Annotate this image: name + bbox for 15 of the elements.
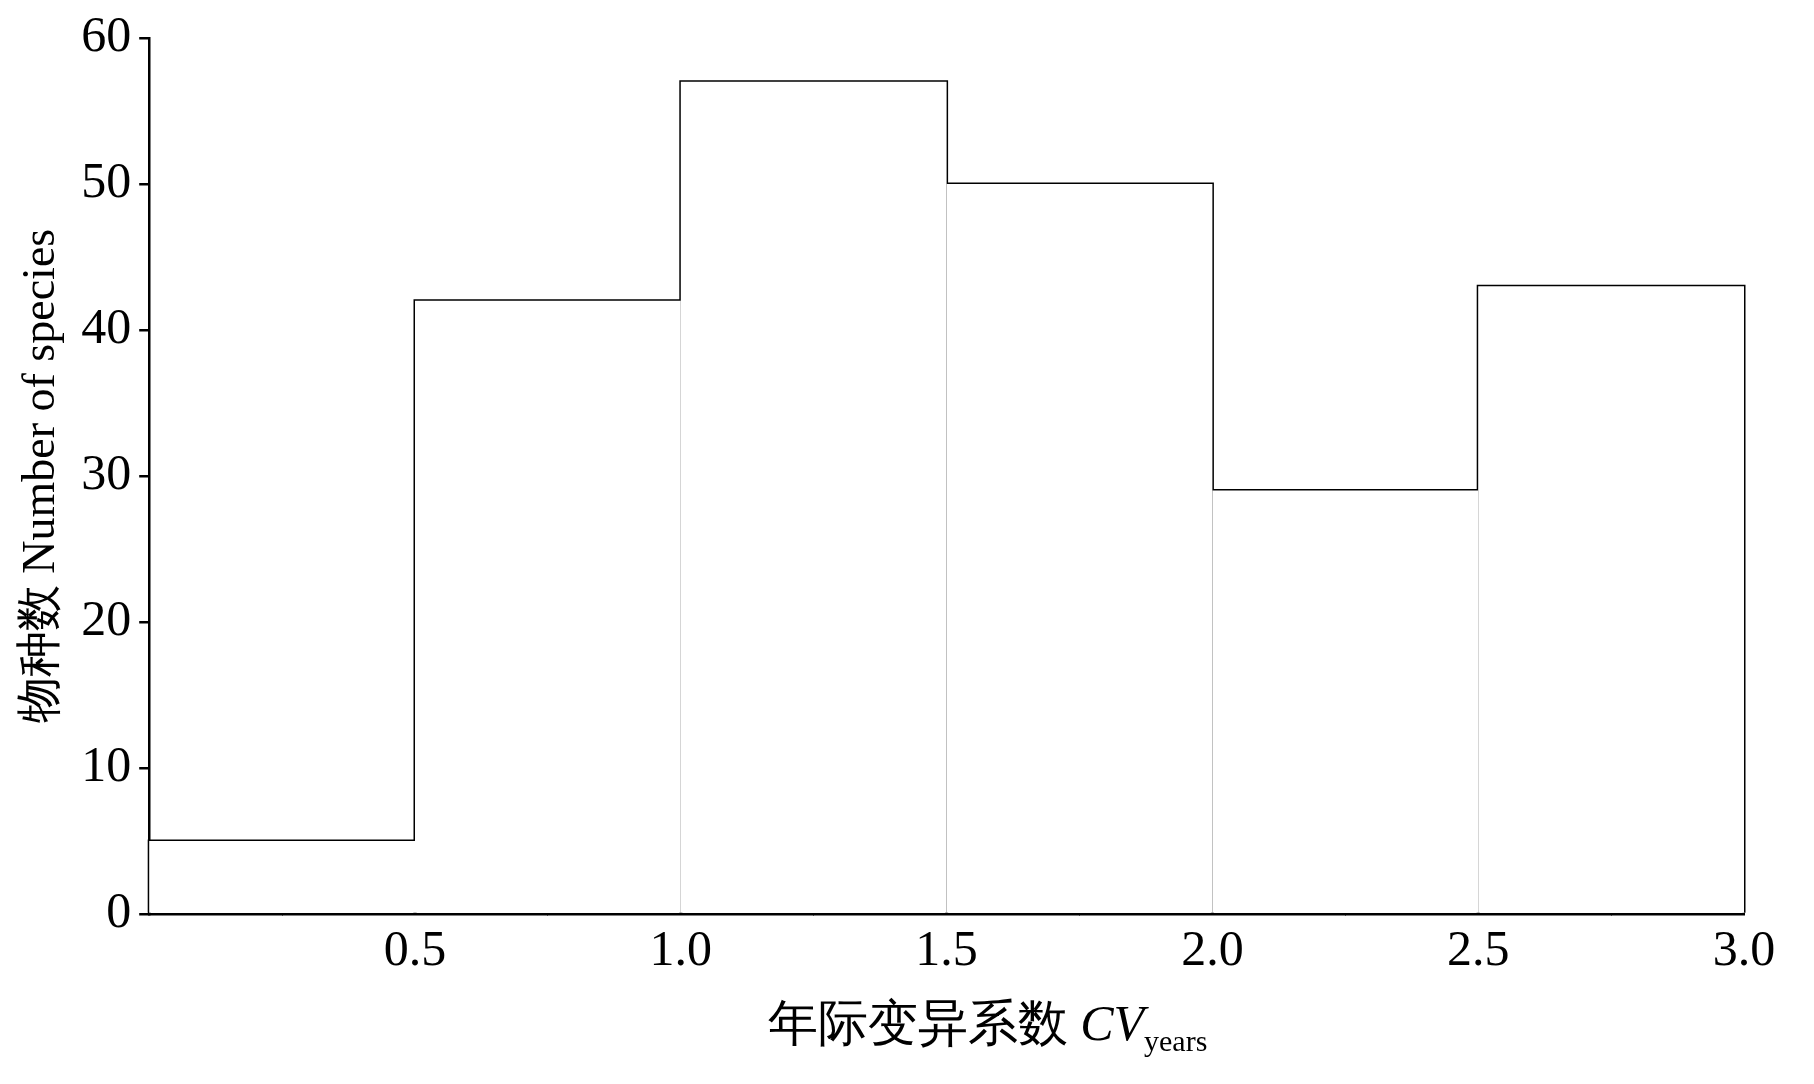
y-tick-label: 0 <box>106 882 132 939</box>
x-tick-label: 2.5 <box>1446 920 1510 977</box>
x-tick-label: 1.0 <box>649 920 713 977</box>
x-tick-label: 2.0 <box>1181 920 1244 977</box>
x-tick-label: 3.0 <box>1712 920 1776 977</box>
y-tick-label: 50 <box>81 152 132 209</box>
y-tick-label: 10 <box>81 736 132 793</box>
y-tick-label: 40 <box>81 298 132 355</box>
y-tick-label: 60 <box>81 6 132 63</box>
y-tick-label: 30 <box>81 444 132 501</box>
x-tick-label: 1.5 <box>915 920 978 977</box>
x-tick-label: 0.5 <box>383 920 447 977</box>
y-tick-label: 20 <box>81 590 132 647</box>
x-axis-title: 年际变异系数 CV$_{years}$ <box>766 994 1209 1058</box>
y-axis-title: 物种数 Number of species <box>12 228 64 724</box>
